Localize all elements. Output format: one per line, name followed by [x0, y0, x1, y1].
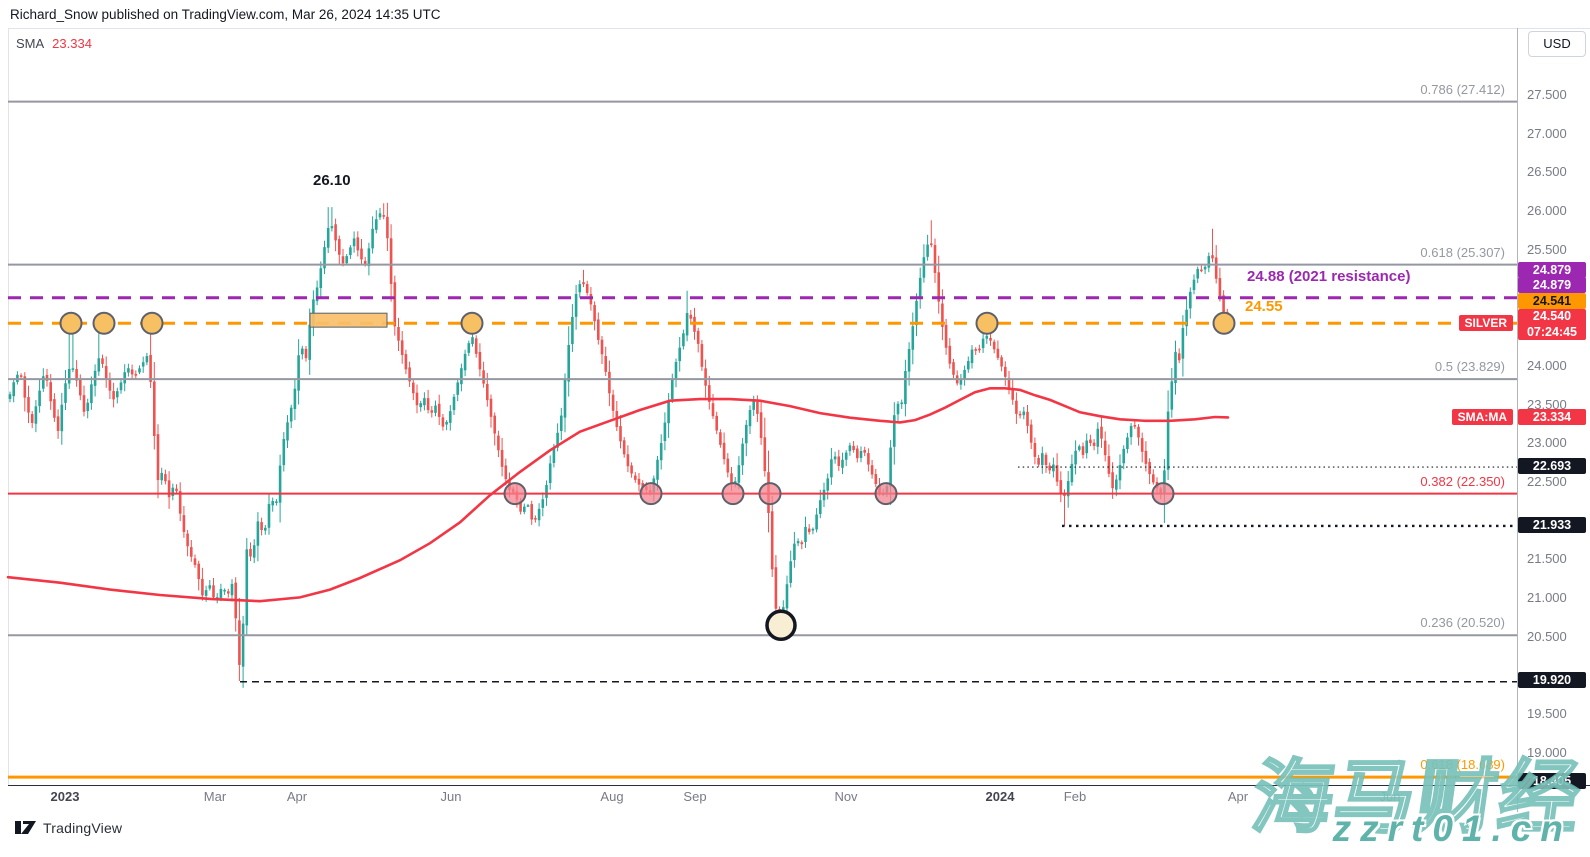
sma-ma-tag: SMA:MA	[1451, 409, 1513, 425]
support-touch-marker	[758, 482, 782, 506]
price-badge: 24.540 07:24:45	[1518, 309, 1586, 340]
supply-zone	[309, 312, 388, 328]
time-axis-label: Sep	[683, 789, 707, 804]
price-badge: 22.693	[1518, 457, 1586, 474]
currency-toggle-button[interactable]: USD	[1528, 31, 1586, 57]
time-axis-label: Jun	[440, 789, 462, 804]
fib-level-label: 0.618 (18.689)	[1420, 757, 1505, 773]
tradingview-logo-icon	[15, 821, 36, 834]
candlestick-series	[8, 202, 1229, 688]
fib-level-label: 0.786 (27.412)	[1420, 81, 1505, 97]
price-axis-tick: 21.000	[1527, 590, 1567, 606]
time-axis-label: 2024	[985, 789, 1015, 804]
support-touch-marker	[721, 482, 745, 506]
tradingview-brand-text: TradingView	[43, 819, 123, 836]
price-badge: 24.879	[1518, 276, 1586, 293]
price-axis-tick: 24.000	[1527, 357, 1567, 373]
silver-symbol-tag: SILVER	[1458, 315, 1513, 331]
fib-level-label: 0.382 (22.350)	[1420, 473, 1505, 489]
price-axis-tick: 19.000	[1527, 745, 1567, 760]
support-touch-marker	[639, 482, 663, 506]
fib-touch-marker	[765, 609, 797, 641]
price-badge: 24.879	[1518, 261, 1586, 278]
fib-level-label: 0.5 (23.829)	[1434, 359, 1505, 375]
indicator-legend[interactable]: SMA 23.334	[16, 36, 92, 51]
support-annotation: 24.55	[1245, 298, 1283, 315]
indicator-value: 23.334	[52, 36, 92, 51]
footer: TradingView	[13, 819, 122, 836]
time-axis-label: Mar	[203, 789, 227, 804]
indicator-name: SMA	[16, 36, 45, 51]
resistance-touch-marker	[59, 311, 83, 335]
time-axis-label: 2023	[50, 789, 80, 804]
price-badge: 21.933	[1518, 516, 1586, 533]
resistance-touch-marker	[92, 311, 116, 335]
support-touch-marker	[1151, 482, 1175, 506]
sma-line	[6, 387, 1230, 603]
price-axis-tick: 23.000	[1527, 435, 1567, 451]
price-badge: 24.541	[1518, 292, 1586, 309]
resistance-touch-marker	[460, 311, 484, 335]
price-axis-tick: 27.000	[1527, 125, 1567, 141]
time-axis-label: Aug	[600, 789, 624, 804]
price-axis-tick: 27.500	[1527, 86, 1567, 102]
fib-level-label: 0.618 (25.307)	[1420, 244, 1505, 260]
price-axis-tick: 26.500	[1527, 164, 1567, 180]
resistance-touch-marker	[975, 311, 999, 335]
price-axis-tick: 26.000	[1527, 202, 1567, 218]
time-axis-label: Apr	[286, 789, 308, 804]
price-axis-tick: 20.500	[1527, 628, 1567, 644]
resistance-annotation: 24.88 (2021 resistance)	[1247, 268, 1411, 285]
price-axis-tick: 19.500	[1527, 706, 1567, 722]
price-badge: 23.334	[1518, 408, 1586, 425]
byline: Richard_Snow published on TradingView.co…	[10, 7, 441, 22]
price-badge: 18.405	[1518, 772, 1586, 789]
price-axis-tick: 25.500	[1527, 241, 1567, 257]
resistance-touch-marker	[1212, 311, 1236, 335]
price-axis-tick: 22.500	[1527, 474, 1567, 489]
price-badge: 19.920	[1518, 671, 1586, 688]
time-axis-label: Jun	[1379, 789, 1401, 804]
support-touch-marker	[503, 482, 527, 506]
price-axis-tick: 23.500	[1527, 396, 1567, 412]
time-axis-label: Nov	[834, 789, 858, 804]
fib-level-label: 0.236 (20.520)	[1420, 615, 1505, 631]
resistance-touch-marker	[140, 311, 164, 335]
time-axis-label: Feb	[1063, 789, 1087, 804]
price-axis-tick: 21.500	[1527, 551, 1567, 567]
support-touch-marker	[874, 482, 898, 506]
april-high-annotation: 26.10	[313, 172, 351, 189]
time-axis-label: Apr	[1227, 789, 1249, 804]
